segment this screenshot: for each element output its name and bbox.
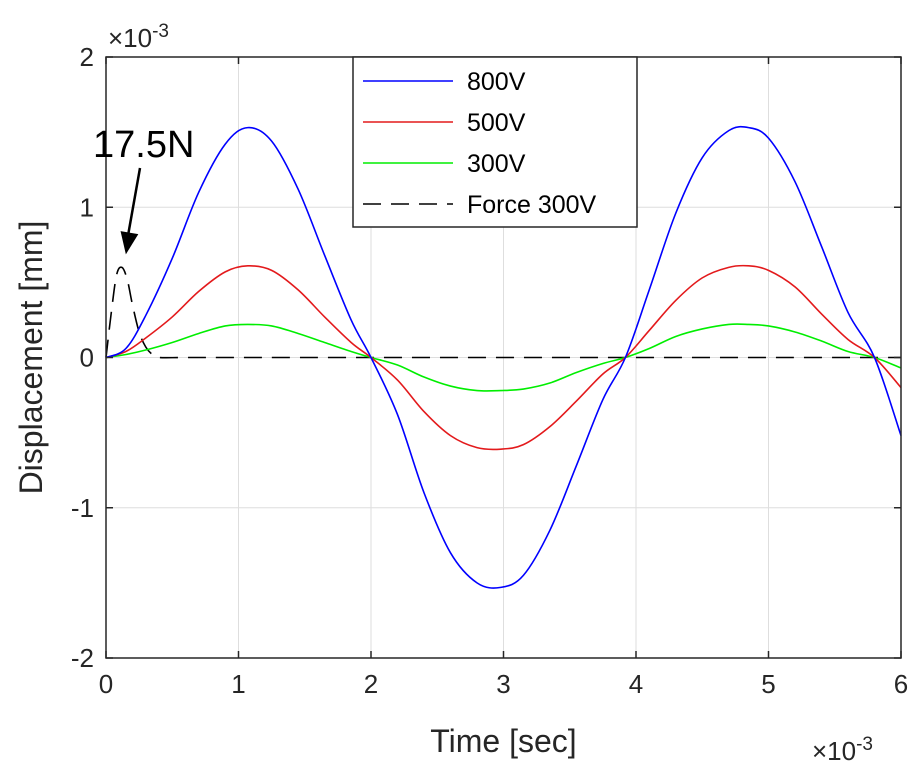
- series-line-800v: [105, 125, 902, 589]
- legend-box: [352, 56, 638, 228]
- x-tick-label: 4: [629, 669, 643, 699]
- y-multiplier-label: ×10-3: [108, 21, 169, 53]
- x-tick-label: 3: [496, 669, 510, 699]
- x-tick-label: 2: [364, 669, 378, 699]
- y-tick-label: -2: [71, 643, 94, 673]
- y-tick-label: -1: [71, 493, 94, 523]
- x-axis-label: Time [sec]: [430, 723, 576, 759]
- y-tick-label: 0: [80, 343, 94, 373]
- ticks: 0 1 2 3 4 5 6 -2 -1 0 1 2: [71, 42, 908, 699]
- series-group: [105, 125, 902, 589]
- x-multiplier-label: ×10-3: [812, 734, 873, 766]
- x-tick-label: 6: [894, 669, 908, 699]
- legend-label: 500V: [467, 109, 526, 137]
- series-line-500v: [105, 264, 902, 451]
- legend-label: 800V: [467, 68, 526, 96]
- x-tick-label: 5: [761, 669, 775, 699]
- y-axis-label: Displacement [mm]: [13, 221, 49, 495]
- annotation-arrow-shaft: [126, 167, 142, 237]
- annotations: 17.5N: [93, 124, 194, 255]
- annotation-label: 17.5N: [93, 124, 194, 166]
- annotation-arrow-head: [120, 231, 139, 255]
- legend: 800V 500V 300V Force 300V: [352, 56, 638, 228]
- x-tick-label: 0: [99, 669, 113, 699]
- series-line-300v: [105, 323, 902, 392]
- y-tick-label: 1: [80, 192, 94, 222]
- x-tick-label: 1: [231, 669, 245, 699]
- legend-label: Force 300V: [467, 191, 597, 219]
- y-tick-label: 2: [80, 42, 94, 72]
- legend-label: 300V: [467, 150, 526, 178]
